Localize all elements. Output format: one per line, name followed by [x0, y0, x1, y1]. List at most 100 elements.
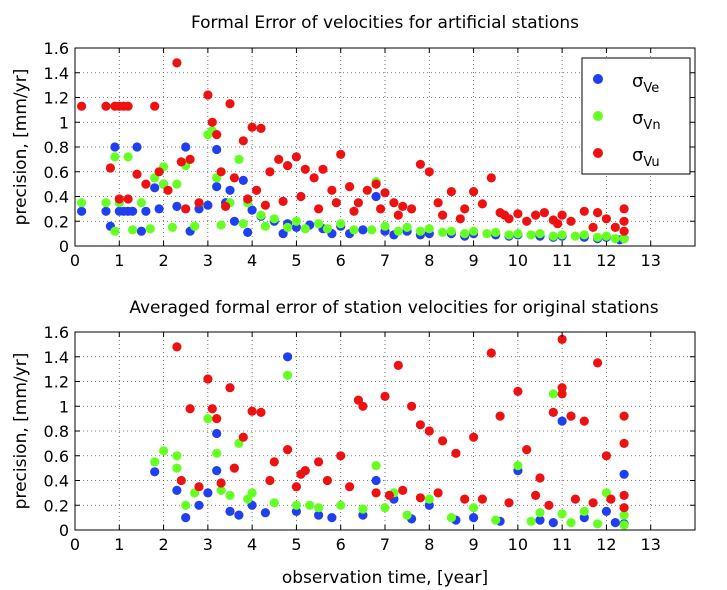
x-tick-label: 5 [291, 535, 301, 554]
data-point-vu [181, 204, 191, 214]
data-point-vu [296, 191, 306, 202]
data-point-vu [163, 185, 173, 195]
y-tick-label: 1.4 [44, 348, 69, 367]
data-point-vn [172, 463, 182, 473]
x-tick-label: 11 [552, 251, 572, 270]
data-point-vn [526, 230, 536, 240]
data-point-ve [154, 204, 164, 214]
data-point-vu [477, 199, 487, 209]
data-point-vn [380, 503, 390, 513]
data-point-vn [460, 229, 470, 239]
data-point-vu [203, 90, 213, 100]
data-point-vn [110, 152, 120, 162]
data-point-vn [291, 500, 301, 510]
data-point-vn [619, 520, 629, 530]
data-point-vn [446, 226, 456, 236]
data-point-vu [101, 101, 111, 111]
data-point-vn [402, 510, 412, 520]
data-point-vn [535, 229, 545, 239]
data-point-vu [539, 208, 550, 218]
data-point-ve [327, 513, 337, 523]
data-point-vn [181, 500, 191, 510]
data-point-vu [376, 204, 386, 214]
data-point-vn [371, 461, 381, 471]
data-point-vu [451, 448, 461, 458]
data-point-vn [167, 222, 177, 232]
data-point-ve [110, 142, 120, 152]
data-point-vn [110, 226, 120, 236]
y-tick-label: 1 [59, 113, 69, 132]
data-point-vn [566, 518, 576, 528]
legend-marker-vn [593, 111, 603, 121]
data-point-vn [601, 231, 612, 241]
data-point-vu [260, 200, 270, 210]
data-point-vu [172, 58, 182, 68]
data-point-vn [491, 227, 501, 237]
data-point-vu [123, 101, 133, 111]
data-point-vu [415, 420, 425, 430]
data-point-vn [336, 219, 346, 229]
data-point-vn [234, 154, 244, 164]
data-point-vn [291, 216, 301, 226]
data-point-vn [256, 210, 266, 220]
data-point-vu [371, 179, 381, 189]
data-point-vu [238, 432, 248, 442]
data-point-vu [601, 451, 612, 461]
data-point-vu [252, 185, 262, 195]
data-point-vn [469, 226, 479, 236]
data-point-ve [247, 205, 257, 215]
data-point-vn [619, 510, 629, 520]
data-point-vu [185, 404, 195, 414]
data-point-vn [283, 370, 293, 380]
data-point-ve [225, 185, 235, 195]
y-axis-label: precision, [mm/yr] [11, 69, 31, 226]
data-point-vu [207, 404, 217, 414]
y-tick-label: 1.2 [44, 89, 69, 108]
x-tick-label: 9 [468, 251, 478, 270]
data-point-vn [557, 509, 567, 519]
data-point-vu [225, 99, 235, 109]
data-point-vu [544, 500, 554, 510]
data-point-ve [128, 206, 138, 216]
data-point-vu [486, 173, 496, 183]
data-point-vu [362, 185, 372, 195]
data-point-vn [446, 513, 456, 523]
data-point-vu [500, 210, 510, 220]
data-point-vu [619, 204, 629, 214]
data-point-vn [283, 222, 293, 232]
data-point-ve [283, 352, 293, 362]
data-point-ve [194, 500, 204, 510]
data-point-vu [176, 475, 186, 486]
data-point-vn [593, 519, 603, 529]
data-point-vu [553, 219, 563, 229]
data-point-vu [424, 167, 434, 177]
data-point-vn [314, 219, 324, 229]
data-point-vu [212, 414, 222, 424]
data-point-vu [606, 494, 616, 504]
data-point-vn [269, 498, 279, 508]
data-point-vu [225, 383, 235, 393]
data-point-vu [150, 101, 160, 111]
data-point-vn [123, 152, 133, 162]
data-point-vn [482, 229, 492, 239]
x-tick-label: 2 [158, 251, 168, 270]
data-point-vu [593, 208, 603, 218]
data-point-vu [105, 163, 115, 173]
data-point-vu [336, 149, 346, 159]
y-tick-label: 1.6 [44, 39, 69, 58]
data-point-vn [128, 225, 138, 235]
x-tick-label: 4 [247, 535, 257, 554]
x-tick-label: 1 [114, 251, 124, 270]
legend-marker-vu [593, 148, 603, 158]
data-point-vu [393, 210, 403, 220]
data-point-vu [610, 222, 620, 232]
data-point-vu [535, 473, 545, 483]
data-point-vu [504, 498, 514, 508]
data-points [150, 334, 629, 530]
x-tick-label: 3 [203, 251, 213, 270]
x-tick-label: 11 [552, 535, 572, 554]
data-point-vu [424, 426, 434, 436]
data-point-vn [145, 224, 155, 234]
x-tick-label: 2 [158, 535, 168, 554]
data-point-ve [260, 508, 270, 518]
